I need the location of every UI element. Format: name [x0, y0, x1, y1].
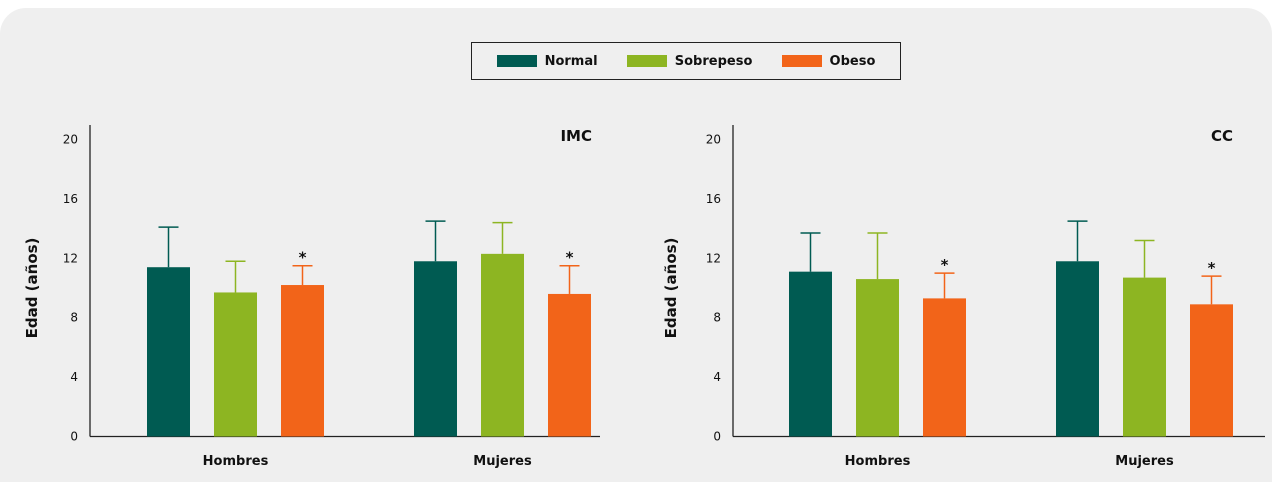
bar — [1190, 304, 1233, 437]
y-tick-label: 16 — [706, 192, 721, 206]
y-tick-label: 12 — [63, 251, 78, 265]
x-category-label: Mujeres — [1115, 454, 1174, 469]
bar — [789, 271, 832, 437]
y-tick-label: 8 — [70, 311, 78, 325]
x-category-label: Hombres — [203, 454, 269, 469]
legend-item-sobrepeso: Sobrepeso — [626, 53, 753, 69]
y-tick-label: 8 — [713, 311, 721, 325]
legend-swatch-obeso — [781, 55, 822, 67]
bar — [147, 267, 190, 437]
y-axis-label: Edad (años) — [662, 238, 680, 339]
legend-label-obeso: Obeso — [829, 53, 876, 69]
legend-label-normal: Normal — [544, 53, 598, 69]
panel-title: CC — [1211, 127, 1233, 145]
x-category-label: Mujeres — [473, 454, 532, 469]
bar — [214, 292, 257, 437]
bar — [548, 293, 591, 437]
y-axis-label: Edad (años) — [23, 238, 41, 339]
significance-marker: * — [299, 249, 307, 267]
bar — [1056, 261, 1099, 437]
significance-marker: * — [941, 256, 949, 274]
legend-item-obeso: Obeso — [781, 53, 876, 69]
y-tick-label: 12 — [706, 251, 721, 265]
bar — [414, 261, 457, 437]
panel-title: IMC — [560, 127, 592, 145]
x-category-label: Hombres — [845, 454, 911, 469]
significance-marker: * — [1208, 259, 1216, 277]
legend-item-normal: Normal — [496, 53, 598, 69]
y-tick-label: 20 — [63, 133, 78, 147]
significance-marker: * — [566, 249, 574, 267]
legend-swatch-normal — [496, 55, 537, 67]
legend-swatch-sobrepeso — [626, 55, 667, 67]
y-tick-label: 16 — [63, 192, 78, 206]
y-tick-label: 20 — [706, 133, 721, 147]
y-tick-label: 4 — [713, 370, 721, 384]
bar — [481, 253, 524, 437]
bar — [281, 285, 324, 437]
y-tick-label: 4 — [70, 370, 78, 384]
bar — [856, 279, 899, 437]
legend-label-sobrepeso: Sobrepeso — [674, 53, 753, 69]
chart-legend: Normal Sobrepeso Obeso — [471, 42, 901, 80]
y-tick-label: 0 — [713, 430, 721, 444]
bar — [1123, 277, 1166, 437]
y-tick-label: 0 — [70, 430, 78, 444]
bar — [923, 298, 966, 437]
